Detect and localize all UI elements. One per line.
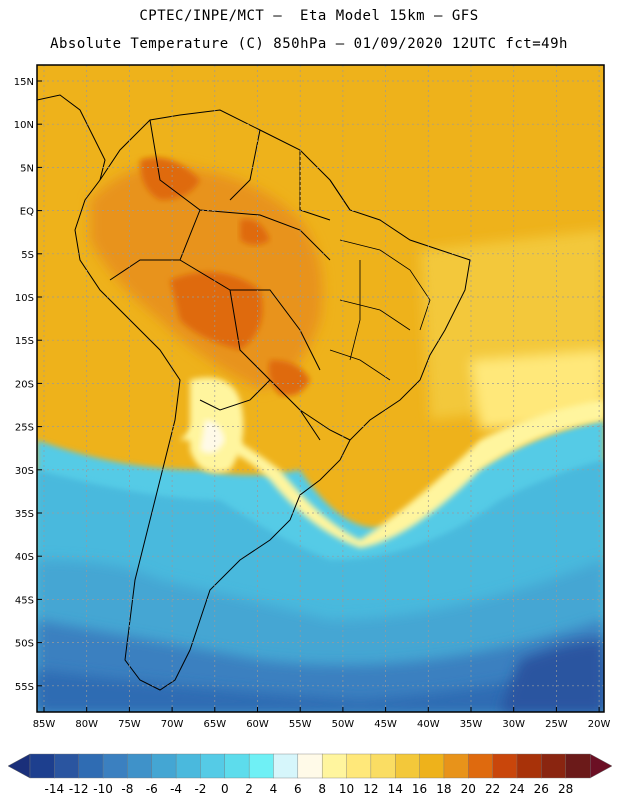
colorbar-tick-label: 28 <box>558 782 573 796</box>
colorbar-tick-label: 2 <box>245 782 253 796</box>
colorbar-tick-label: 14 <box>388 782 403 796</box>
colorbar-tick-label: 4 <box>270 782 278 796</box>
colorbar-tick-label: -12 <box>69 782 89 796</box>
colorbar-tick-label: 24 <box>509 782 524 796</box>
colorbar-segment <box>54 753 80 779</box>
lat-label: 30S <box>15 466 34 477</box>
longitude-labels: 85W 80W 75W 70W 65W 60W 55W 50W 45W 40W 35W 30W 25W 2… <box>33 707 611 730</box>
title-line-2: Absolute Temperature (C) 850hPa – 01/09/… <box>50 36 568 52</box>
lat-label: 10N <box>14 120 34 131</box>
colorbar-segment <box>419 753 445 779</box>
colorbar-segment <box>395 753 421 779</box>
lat-label: 20S <box>15 379 34 390</box>
colorbar: -14 -12 -10 -8 -6 -4 -2 0 2 4 6 8 10 12 14 16 18 20 22 24 26… <box>7 753 613 796</box>
colorbar-tick-label: -6 <box>146 782 158 796</box>
lon-label: 60W <box>246 719 269 730</box>
colorbar-min-arrow <box>7 753 31 779</box>
colorbar-segment <box>370 753 396 779</box>
colorbar-segment <box>468 753 494 779</box>
brazil-states <box>329 239 431 381</box>
colorbar-segment <box>541 753 567 779</box>
colorbar-tick-label: 20 <box>461 782 476 796</box>
colorbar-tick-label: 8 <box>318 782 326 796</box>
colorbar-tick-label: 6 <box>294 782 302 796</box>
lon-label: 50W <box>332 719 355 730</box>
lon-label: 35W <box>460 719 483 730</box>
lon-label: 55W <box>289 719 312 730</box>
coastlines <box>37 94 471 691</box>
lon-label: 70W <box>161 719 184 730</box>
lat-label: 10S <box>15 293 34 304</box>
colorbar-segment <box>346 753 372 779</box>
colorbar-tick-label: 0 <box>221 782 229 796</box>
colorbar-max-arrow <box>589 753 613 779</box>
colorbar-tick-label: 26 <box>534 782 549 796</box>
central-america-outline <box>37 94 106 181</box>
title-line-1: CPTEC/INPE/MCT – Eta Model 15km – GFS <box>139 8 479 24</box>
colorbar-segment <box>151 753 177 779</box>
colorbar-segment <box>492 753 518 779</box>
colorbar-segment <box>127 753 153 779</box>
lat-label: 55S <box>15 682 34 693</box>
colorbar-segment <box>516 753 542 779</box>
colorbar-tick-label: 12 <box>363 782 378 796</box>
lat-label: 5N <box>20 163 34 174</box>
lat-label: 15S <box>15 336 34 347</box>
colorbar-tick-label: 16 <box>412 782 427 796</box>
colorbar-segment <box>29 753 55 779</box>
lat-label: 50S <box>15 639 34 650</box>
lon-label: 85W <box>33 719 56 730</box>
map-frame <box>36 64 605 713</box>
lat-label: 40S <box>15 552 34 563</box>
lon-label: 65W <box>203 719 226 730</box>
lon-label: 40W <box>417 719 440 730</box>
colorbar-tick-label: -10 <box>93 782 113 796</box>
colorbar-tick-label: 22 <box>485 782 500 796</box>
lon-label: 80W <box>75 719 98 730</box>
lat-label: 45S <box>15 595 34 606</box>
lat-label: 5S <box>21 250 34 261</box>
lat-label: 25S <box>15 423 34 434</box>
colorbar-tick-label: -2 <box>194 782 206 796</box>
lon-label: 20W <box>588 719 611 730</box>
lon-label: 30W <box>502 719 525 730</box>
colorbar-tick-label: -4 <box>170 782 182 796</box>
colorbar-tick-label: 18 <box>436 782 451 796</box>
colorbar-segment <box>224 753 250 779</box>
lat-label: 15N <box>14 77 34 88</box>
colorbar-segment <box>175 753 201 779</box>
colorbar-segment <box>78 753 104 779</box>
colorbar-tick-label: 10 <box>339 782 354 796</box>
temperature-field <box>37 65 604 712</box>
colorbar-segment <box>565 753 591 779</box>
latitude-labels: 15N 10N 5N EQ 5S 10S 15S 20S 25S 30S 35S 40S 45S 50S 5… <box>14 77 42 693</box>
lon-label: 25W <box>545 719 568 730</box>
colorbar-segment <box>200 753 226 779</box>
colorbar-segment <box>102 753 128 779</box>
colorbar-tick-label: -14 <box>45 782 65 796</box>
colorbar-segment <box>248 753 274 779</box>
lat-label: 35S <box>15 509 34 520</box>
colorbar-segment <box>443 753 469 779</box>
colorbar-segment <box>297 753 323 779</box>
colorbar-segment <box>321 753 348 779</box>
lon-label: 75W <box>118 719 141 730</box>
lat-label: EQ <box>20 207 34 218</box>
colorbar-tick-label: -8 <box>121 782 133 796</box>
lon-label: 45W <box>374 719 397 730</box>
colorbar-segment <box>273 753 299 779</box>
